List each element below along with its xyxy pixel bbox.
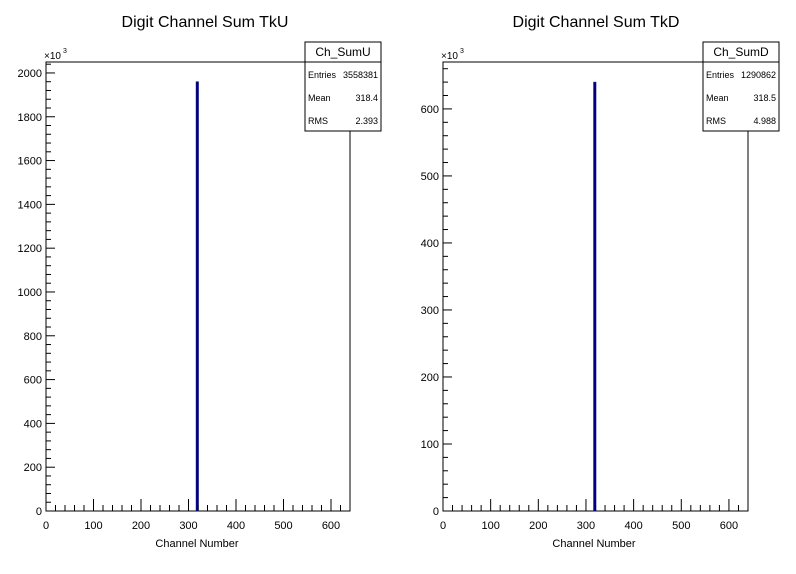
histogram-bar — [195, 81, 199, 512]
stats-label: Entries — [706, 70, 735, 80]
y-tick-label: 300 — [421, 305, 439, 317]
y-tick-label: 1800 — [18, 112, 42, 124]
x-tick-label: 300 — [577, 520, 595, 532]
stats-box: Ch_SumD Entries 1290862 Mean 318.5 RMS 4.988 — [702, 41, 780, 132]
y-multiplier: ×10 — [441, 51, 458, 62]
y-tick-label: 1000 — [18, 287, 42, 299]
chart-title: Digit Channel Sum TkU — [122, 14, 289, 31]
stats-label: RMS — [706, 116, 726, 126]
stats-label: Entries — [308, 70, 337, 80]
y-tick-label: 0 — [433, 506, 439, 518]
x-axis-label: Channel Number — [155, 538, 238, 550]
x-tick-label: 400 — [624, 520, 642, 532]
stats-value: 3558381 — [343, 70, 378, 80]
x-tick-label: 200 — [529, 520, 547, 532]
stats-label: Mean — [308, 93, 331, 103]
x-tick-label: 500 — [672, 520, 690, 532]
stats-box-frame — [702, 41, 780, 132]
stats-label: Mean — [706, 93, 729, 103]
y-tick-label: 2000 — [18, 68, 42, 80]
x-tick-label: 600 — [322, 520, 340, 532]
y-tick-label: 400 — [24, 418, 42, 430]
stats-value: 1290862 — [741, 70, 776, 80]
y-tick-label: 600 — [24, 375, 42, 387]
y-tick-label: 1600 — [18, 156, 42, 168]
y-tick-label: 1200 — [18, 243, 42, 255]
y-tick-label: 100 — [421, 439, 439, 451]
y-multiplier: ×10 — [44, 51, 61, 62]
y-tick-label: 1400 — [18, 199, 42, 211]
x-tick-label: 400 — [227, 520, 245, 532]
stats-value: 318.4 — [355, 93, 378, 103]
y-tick-label: 200 — [24, 462, 42, 474]
y-tick-label: 200 — [421, 372, 439, 384]
stats-box-name: Ch_SumD — [713, 45, 769, 59]
chart-panel-1: Digit Channel Sum TkU 0 100 200 300 400 500 600… — [18, 14, 382, 550]
stats-box: Ch_SumU Entries 3558381 Mean 318.4 RMS 2.393 — [304, 41, 382, 132]
y-tick-label: 0 — [36, 506, 42, 518]
x-tick-label: 200 — [132, 520, 150, 532]
stats-box-name: Ch_SumU — [315, 45, 370, 59]
y-tick-label: 600 — [421, 104, 439, 116]
x-tick-label: 300 — [179, 520, 197, 532]
stats-value: 2.393 — [355, 116, 378, 126]
y-multiplier-exponent: 3 — [63, 48, 67, 55]
x-tick-label: 500 — [274, 520, 292, 532]
x-tick-label: 0 — [440, 520, 446, 532]
x-tick-label: 100 — [481, 520, 499, 532]
x-tick-label: 0 — [43, 520, 49, 532]
histogram-bar — [593, 81, 597, 512]
stats-box-frame — [304, 41, 382, 132]
y-tick-label: 800 — [24, 331, 42, 343]
stats-value: 4.988 — [753, 116, 776, 126]
y-tick-label: 500 — [421, 171, 439, 183]
x-axis-label: Channel Number — [552, 538, 635, 550]
x-tick-label: 600 — [720, 520, 738, 532]
stats-value: 318.5 — [753, 93, 776, 103]
y-tick-label: 400 — [421, 238, 439, 250]
y-multiplier-exponent: 3 — [460, 48, 464, 55]
stats-label: RMS — [308, 116, 328, 126]
chart-title: Digit Channel Sum TkD — [513, 14, 680, 31]
x-tick-label: 100 — [84, 520, 102, 532]
chart-panel-2: Digit Channel Sum TkD 0 100 200 300 400 500 600… — [421, 14, 780, 550]
